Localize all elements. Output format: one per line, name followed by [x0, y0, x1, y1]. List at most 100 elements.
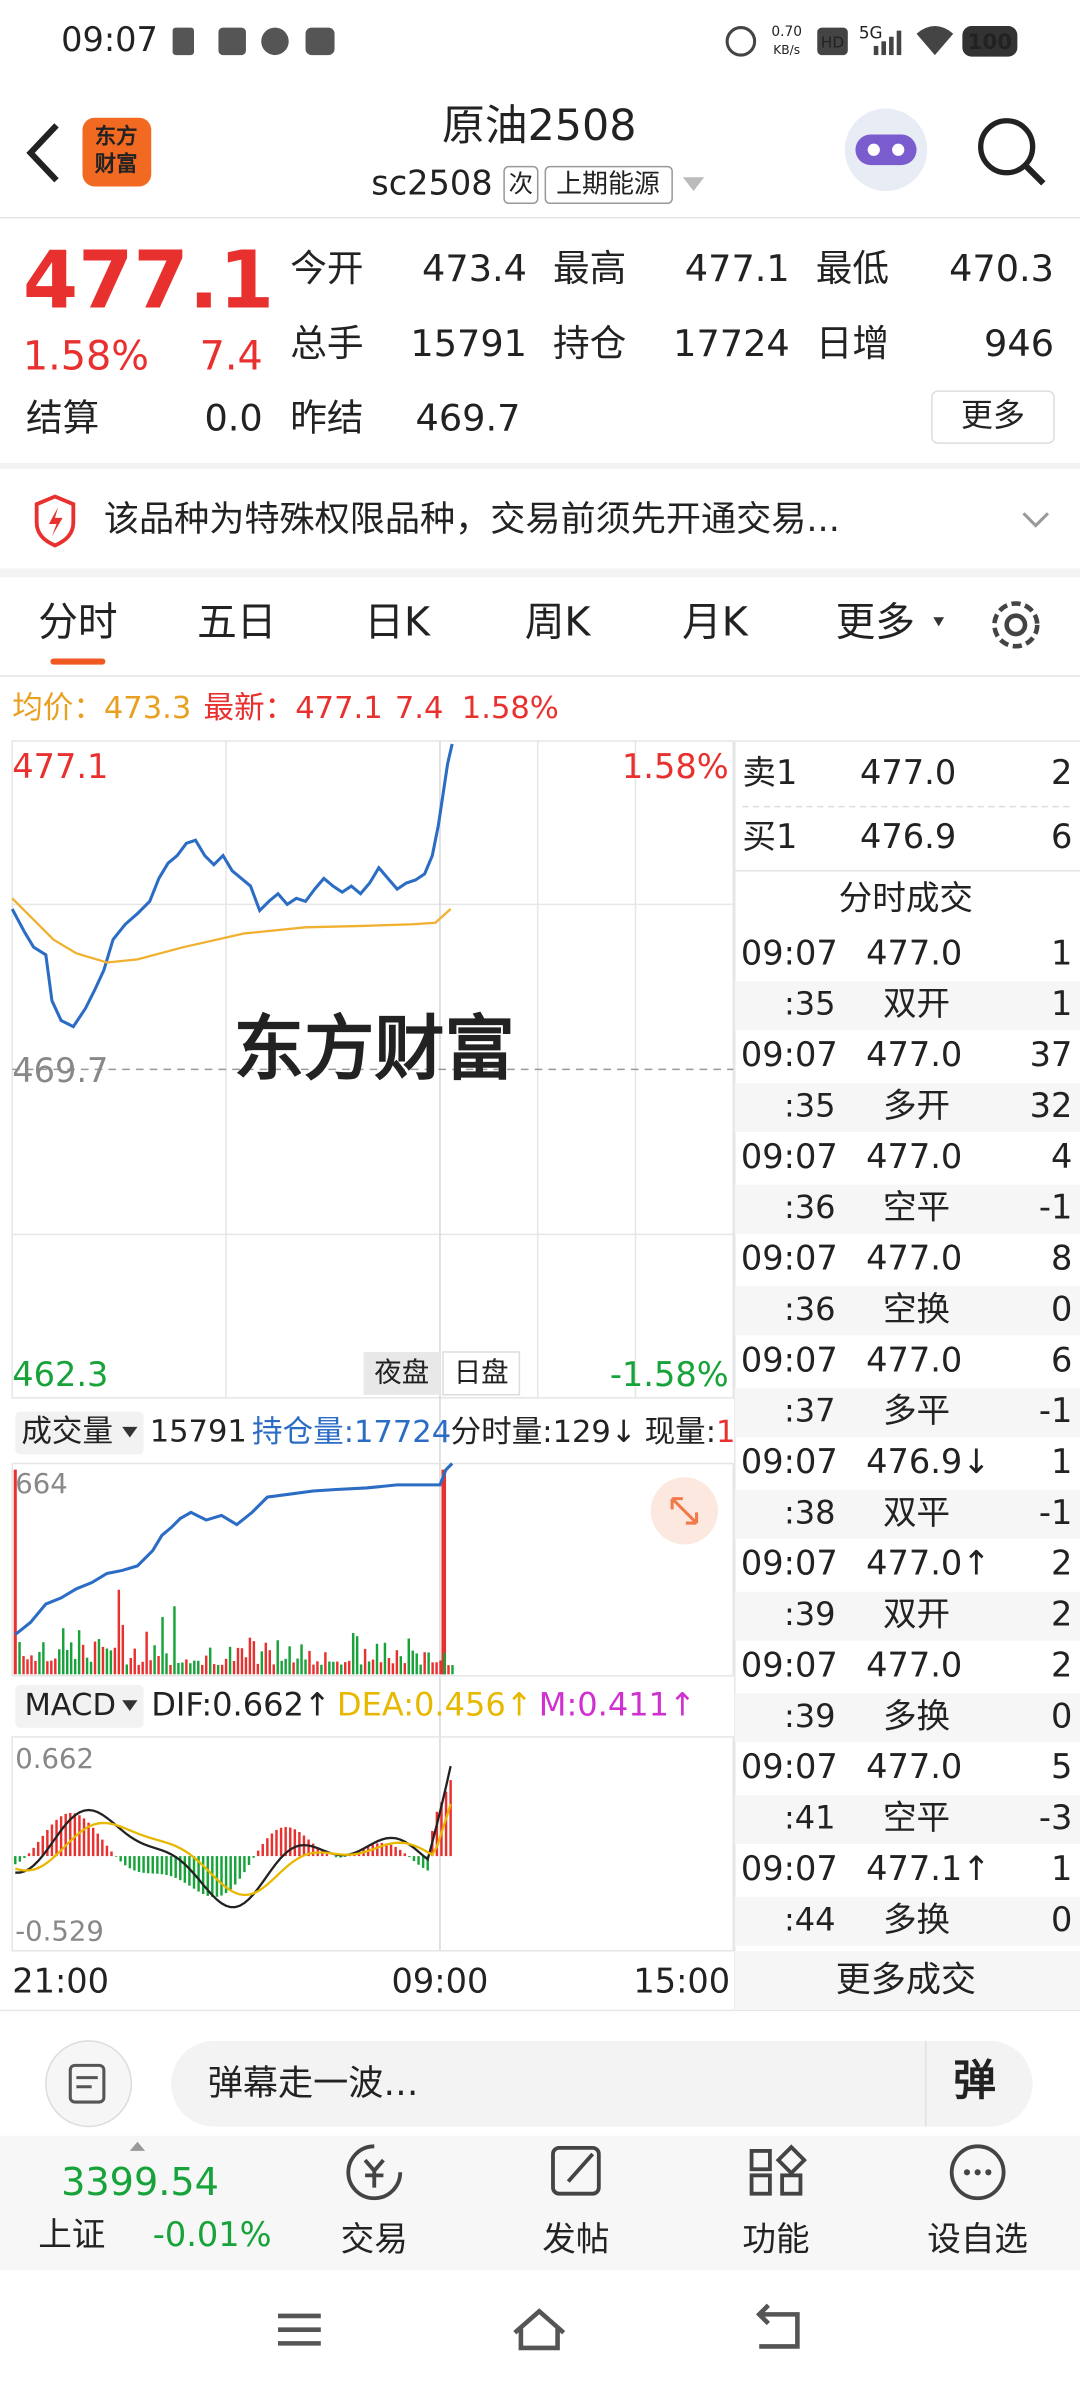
field-label: 总手	[290, 322, 363, 365]
nav-item[interactable]: 功能	[742, 2220, 809, 2259]
trade-second: :37	[784, 1392, 836, 1430]
trade-oi-change: 1	[1051, 984, 1072, 1023]
logo-text: 东方	[95, 124, 138, 150]
trades-title: 分时成交	[839, 878, 973, 917]
session-button[interactable]	[442, 1351, 521, 1396]
trade-price: 477.0	[866, 1239, 962, 1278]
more-trades-button[interactable]: 更多成交	[836, 1959, 977, 2000]
trade-second: :36	[784, 1188, 836, 1226]
trade-volume: 37	[1030, 1035, 1073, 1074]
tick-volume: 分时量:129↓	[451, 1414, 637, 1449]
trade-oi-change: 0	[1051, 1696, 1072, 1735]
trade-second: :36	[784, 1290, 836, 1328]
hd-indicator: HD	[821, 33, 844, 51]
nav-item[interactable]: 发帖	[542, 2220, 609, 2259]
danmaku-button[interactable]: 弹	[953, 2056, 996, 2106]
watermark: 东方财富	[234, 1008, 515, 1090]
field-value: 470.3	[949, 247, 1054, 290]
trade-oi-change: 0	[1051, 1289, 1072, 1328]
trade-type: 空换	[883, 1289, 950, 1328]
more-button-label: 更多	[961, 396, 1025, 434]
last-price: 477.1	[23, 234, 274, 327]
nav-item[interactable]: 设自选	[927, 2220, 1028, 2259]
tab[interactable]: 五日	[197, 599, 276, 645]
trade-oi-change: -3	[1039, 1798, 1073, 1837]
expand-button[interactable]	[650, 1477, 718, 1545]
trade-second: :41	[784, 1799, 836, 1837]
net-unit: KB/s	[773, 43, 800, 57]
notice-text[interactable]: 该品种为特殊权限品种，交易前须先开通交易...	[104, 499, 840, 540]
trade-time: 09:07	[741, 933, 838, 972]
field-value: 15791	[410, 322, 527, 365]
assistant-avatar[interactable]	[844, 108, 928, 192]
trade-volume: 1	[1051, 933, 1072, 972]
macd-max-label: 0.662	[15, 1743, 94, 1775]
field-label: 持仓	[553, 322, 626, 365]
indicator-selector[interactable]	[15, 1411, 144, 1455]
trade-type: 空平	[883, 1798, 950, 1837]
trade-oi-change: 2	[1051, 1595, 1072, 1634]
trade-type: 多平	[883, 1391, 950, 1430]
change-percent: 1.58%	[23, 334, 149, 380]
trade-time: 09:07	[741, 1747, 838, 1786]
last-price: 477.1	[295, 690, 382, 725]
battery: 100	[968, 30, 1013, 55]
trade-second: :44	[784, 1900, 836, 1938]
change: 7.4	[395, 690, 444, 725]
field-value: 469.7	[416, 397, 521, 440]
trade-time: 09:07	[741, 1239, 838, 1278]
last-label: 最新：	[204, 690, 296, 725]
prev-settle-label: 469.7	[12, 1051, 108, 1090]
clock: 09:07	[61, 20, 158, 59]
tab[interactable]: 更多	[836, 599, 915, 645]
price-line	[10, 743, 454, 1029]
search-button[interactable]	[978, 118, 1046, 186]
tab[interactable]: 周K	[525, 599, 592, 645]
dif-value: 0.662↑	[212, 1685, 331, 1723]
x-axis-label: 21:00	[12, 1961, 109, 2000]
contract-code: sc2508	[371, 163, 492, 202]
trade-time: 09:07	[741, 1645, 838, 1684]
tab[interactable]: 月K	[682, 599, 749, 645]
tab[interactable]: 日K	[364, 599, 431, 645]
tab[interactable]: 分时	[38, 599, 117, 645]
x-axis-label: 09:00	[392, 1961, 489, 2000]
trade-type: 双开	[883, 1595, 950, 1634]
session-label: 夜盘	[374, 1356, 429, 1388]
open-interest: 持仓量:17724	[252, 1414, 451, 1449]
more-button[interactable]	[931, 390, 1055, 444]
trade-price: 477.0	[866, 1747, 962, 1786]
trade-oi-change: 0	[1051, 1900, 1072, 1939]
chart-info: 均价：473.3 最新：477.1 7.4 1.58%	[12, 690, 559, 725]
comment-settings-button[interactable]	[45, 2040, 133, 2128]
y-max-label: 477.1	[12, 747, 108, 786]
y-min-percent: -1.58%	[610, 1355, 729, 1394]
change: 7.4	[200, 334, 263, 380]
trade-time: 09:07	[741, 1442, 838, 1481]
trade-type: 多换	[883, 1900, 950, 1939]
trade-oi-change: -1	[1039, 1188, 1073, 1227]
field-label: 结算	[26, 397, 99, 440]
trade-type: 双开	[883, 984, 950, 1023]
average-line	[11, 897, 452, 964]
trade-second: :39	[784, 1595, 836, 1633]
field-label: 今开	[290, 247, 363, 290]
trade-volume: 8	[1051, 1239, 1072, 1278]
macd-values: DIF:0.662↑ DEA:0.456↑ M:0.411↑	[151, 1685, 696, 1723]
trade-type: 空平	[883, 1188, 950, 1227]
session-button[interactable]	[363, 1351, 440, 1395]
trade-volume: 1	[1051, 1849, 1072, 1888]
dif-label: DIF:	[151, 1685, 212, 1723]
back-button[interactable]	[26, 123, 59, 183]
trade-time: 09:07	[741, 1137, 838, 1176]
trade-volume: 1	[1051, 1442, 1072, 1481]
index-value[interactable]: 3399.54	[61, 2161, 219, 2205]
indicator-selector[interactable]	[15, 1685, 144, 1728]
indicator-name: 成交量	[21, 1414, 113, 1449]
trade-time: 09:07	[741, 1544, 838, 1583]
trade-second: :39	[784, 1697, 836, 1735]
nav-item[interactable]: 交易	[341, 2220, 408, 2259]
trade-time: 09:07	[741, 1340, 838, 1379]
trade-type: 多换	[883, 1696, 950, 1735]
comment-input[interactable]	[171, 2040, 1033, 2127]
